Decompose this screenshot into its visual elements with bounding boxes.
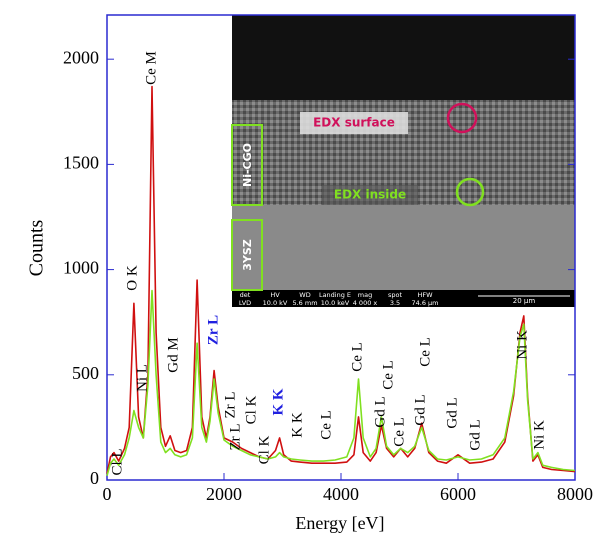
info-text: HFW xyxy=(417,291,433,299)
peak-label: Zr L xyxy=(227,423,243,450)
inset-label: 3YSZ xyxy=(241,239,254,271)
peak-label: Ni L xyxy=(134,364,150,392)
peak-label: Gd L xyxy=(412,394,428,425)
x-tick-label: 4000 xyxy=(323,484,359,504)
y-axis-label: Counts xyxy=(26,219,48,276)
info-text: 10.0 keV xyxy=(321,299,350,307)
marker-circle xyxy=(446,102,478,134)
info-bar xyxy=(232,290,575,307)
inset-label: EDX inside xyxy=(334,188,406,202)
layer-box xyxy=(231,219,263,291)
peak-label: Ce L xyxy=(380,360,396,390)
x-tick-label: 0 xyxy=(103,484,112,504)
info-text: 3.5 xyxy=(390,299,400,307)
info-text: mag xyxy=(358,291,372,299)
info-text: 5.6 mm xyxy=(292,299,317,307)
inset-label: EDX surface xyxy=(313,116,395,130)
layer-box xyxy=(231,124,263,206)
label-box xyxy=(322,185,418,205)
label-box xyxy=(300,112,408,134)
x-tick-label: 2000 xyxy=(206,484,242,504)
info-text: Landing E xyxy=(319,291,351,299)
info-text: det xyxy=(240,291,251,299)
x-tick-label: 6000 xyxy=(440,484,476,504)
peak-label: O K xyxy=(124,265,140,291)
peak-label: Gd L xyxy=(467,419,483,450)
inset-label: Ni-CGO xyxy=(241,143,254,187)
peak-label: Gd L xyxy=(444,397,460,428)
peak-label: Ce L xyxy=(349,342,365,372)
info-text: HV xyxy=(270,291,280,299)
sem-inset: EDX surface EDX inside Ni-CGO 3YSZ 20 µm… xyxy=(231,15,575,307)
x-axis-label: Energy [eV] xyxy=(295,513,384,533)
peak-label: Ce L xyxy=(318,410,334,440)
scale-label: 20 µm xyxy=(513,297,536,305)
peak-label: Zr L xyxy=(205,315,221,345)
info-text: spot xyxy=(388,291,402,299)
x-tick-label: 8000 xyxy=(557,484,593,504)
peak-label: Ni K xyxy=(531,420,547,450)
peak-label: Ce L xyxy=(417,337,433,367)
peak-label: Ni K xyxy=(514,330,530,360)
spectrum-line xyxy=(106,85,576,474)
y-tick-label: 1000 xyxy=(63,258,99,278)
peak-label: K K xyxy=(289,412,305,438)
y-tick-label: 2000 xyxy=(63,47,99,67)
peak-label: Gd L xyxy=(372,396,388,427)
peak-label: Cl L xyxy=(109,448,125,475)
marker-circle xyxy=(455,177,485,207)
peak-label: Cl K xyxy=(243,395,259,424)
peak-label: Ce L xyxy=(391,417,407,447)
info-text: 74.6 µm xyxy=(411,299,438,307)
peak-label: Zr L xyxy=(222,391,238,418)
info-text: 4 000 x xyxy=(353,299,378,307)
peak-label: Gd M xyxy=(165,337,181,372)
peak-label: Ce M xyxy=(143,51,159,85)
peak-label: Cl K xyxy=(256,435,272,464)
info-text: LVD xyxy=(239,299,251,307)
peak-label: K K xyxy=(270,388,286,415)
info-text: 10.0 kV xyxy=(263,299,288,307)
y-tick-label: 500 xyxy=(72,363,99,383)
info-text: WD xyxy=(299,291,310,299)
y-tick-label: 0 xyxy=(90,468,99,488)
y-tick-label: 1500 xyxy=(63,153,99,173)
ysz-layer xyxy=(232,205,575,290)
spectrum-line xyxy=(106,289,576,477)
